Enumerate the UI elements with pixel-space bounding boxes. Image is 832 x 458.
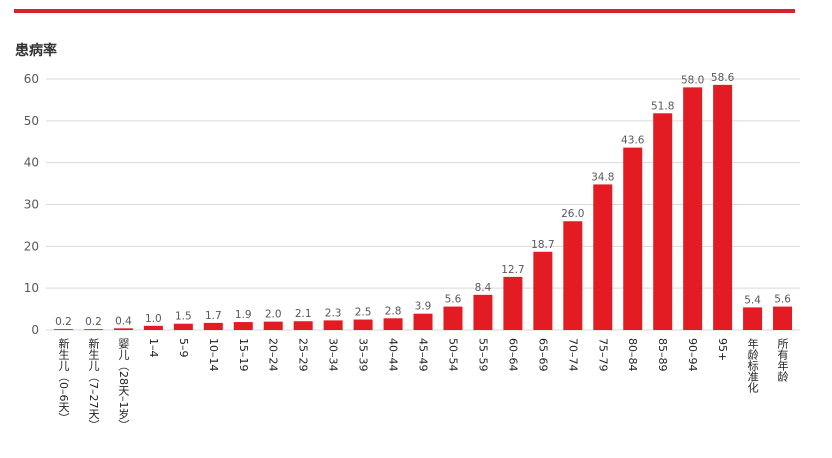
data-label: 26.0 <box>561 208 584 220</box>
data-label: 1.0 <box>145 313 162 325</box>
x-category-label: 所有年龄 <box>776 338 789 382</box>
data-label: 18.7 <box>531 239 554 251</box>
x-category-label: 55–59 <box>476 338 489 372</box>
x-category-label: 35–39 <box>357 338 370 372</box>
x-category-label: 90–94 <box>686 338 699 372</box>
data-label: 8.4 <box>475 282 492 294</box>
x-category-label: 75–79 <box>596 338 609 372</box>
x-category-label: 60–64 <box>506 338 519 372</box>
bar <box>653 113 673 330</box>
x-category-label: 年龄标准化 <box>746 337 759 394</box>
bar <box>113 328 133 330</box>
x-category-label: 5–9 <box>177 338 190 358</box>
bar <box>323 320 343 330</box>
x-category-label: 30–34 <box>327 338 340 372</box>
bar <box>54 329 73 330</box>
bar <box>563 221 583 330</box>
data-label: 12.7 <box>501 264 524 276</box>
y-tick-label: 30 <box>24 198 39 212</box>
x-category-label: 70–74 <box>566 338 579 372</box>
bar <box>353 319 373 330</box>
bar <box>533 251 553 330</box>
x-category-label: 10–14 <box>207 338 220 372</box>
x-category-label: 85–89 <box>656 338 669 372</box>
top-accent-bar <box>14 9 795 13</box>
y-tick-label: 0 <box>31 323 39 337</box>
data-label: 5.6 <box>445 294 462 306</box>
data-label: 2.3 <box>325 307 342 319</box>
bar <box>743 307 763 330</box>
data-label: 2.1 <box>295 308 312 320</box>
bar <box>413 313 433 330</box>
bar <box>203 322 223 330</box>
bar <box>473 294 493 330</box>
x-category-label: 40–44 <box>387 338 400 372</box>
bar <box>623 147 643 330</box>
bar <box>143 325 163 330</box>
x-category-label: 20–24 <box>267 338 280 372</box>
y-tick-label: 40 <box>24 156 39 170</box>
data-label: 1.5 <box>175 311 192 323</box>
bar <box>683 87 703 330</box>
x-category-label: 婴儿（28天–1岁） <box>117 338 130 431</box>
data-label: 2.0 <box>265 309 282 321</box>
data-label: 34.8 <box>591 171 614 183</box>
data-label: 3.9 <box>415 301 432 313</box>
data-label: 43.6 <box>621 135 645 147</box>
bar <box>233 322 253 330</box>
data-label: 1.9 <box>235 309 252 321</box>
y-axis-title: 患病率 <box>15 43 57 59</box>
y-tick-label: 50 <box>24 114 39 128</box>
data-label: 58.6 <box>711 72 735 84</box>
x-category-label: 45–49 <box>417 338 430 372</box>
y-tick-label: 10 <box>24 281 39 295</box>
x-category-label: 15–19 <box>237 338 250 372</box>
data-label: 2.5 <box>355 307 372 319</box>
bar <box>83 329 103 330</box>
data-label: 0.2 <box>85 316 102 328</box>
bar <box>263 321 283 330</box>
data-label: 5.6 <box>774 294 791 306</box>
bar <box>383 318 403 330</box>
data-label: 51.8 <box>651 100 674 112</box>
bar <box>503 276 523 330</box>
x-category-label: 新生儿（7–27天） <box>87 337 100 431</box>
data-label: 0.4 <box>115 315 132 327</box>
x-category-label: 25–29 <box>297 338 310 372</box>
bar <box>443 306 463 330</box>
bar <box>713 84 733 331</box>
data-label: 58.0 <box>681 74 704 86</box>
bar <box>293 321 313 330</box>
y-tick-label: 60 <box>24 72 39 86</box>
data-label: 1.7 <box>205 310 222 322</box>
x-category-label: 50–54 <box>446 338 459 372</box>
x-category-label: 65–69 <box>536 338 549 372</box>
x-category-label: 95+ <box>716 338 729 361</box>
data-label: 5.4 <box>744 294 761 306</box>
data-label: 2.8 <box>385 305 402 317</box>
bar <box>173 323 193 330</box>
y-tick-label: 20 <box>24 239 39 253</box>
x-category-label: 新生儿（0–6天） <box>57 337 70 424</box>
bar <box>593 184 613 330</box>
x-category-label: 80–84 <box>626 338 639 372</box>
data-label: 0.2 <box>55 316 72 328</box>
x-category-label: 1–4 <box>147 338 160 358</box>
bar <box>773 306 793 330</box>
